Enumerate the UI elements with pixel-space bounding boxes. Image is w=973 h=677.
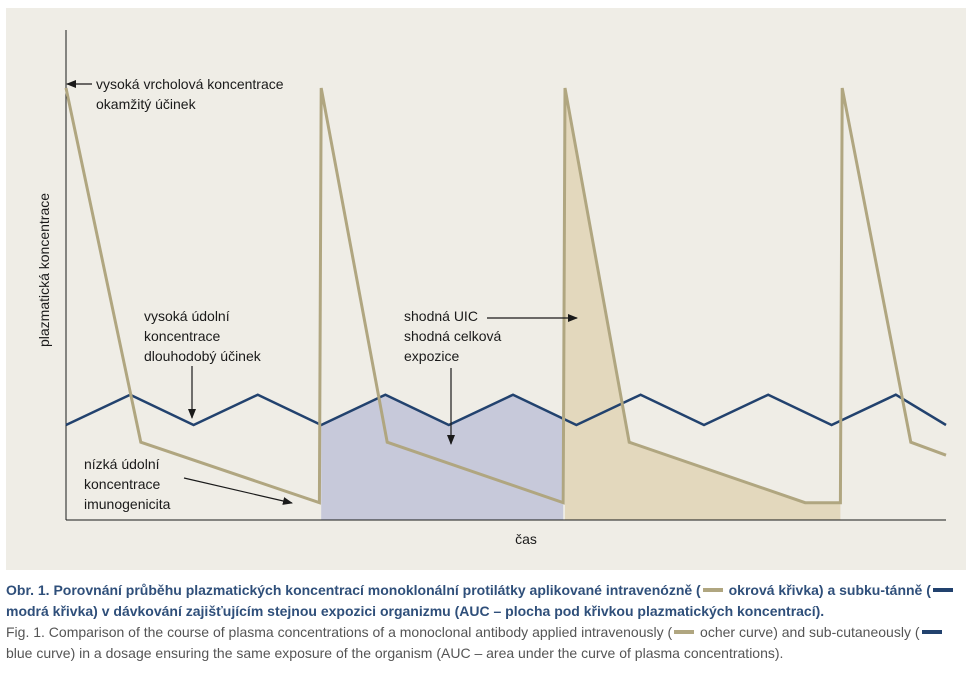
x-axis-label: čas xyxy=(515,531,537,547)
annotation-equal-line-1: shodná UIC xyxy=(404,308,478,324)
y-axis-label: plazmatická koncentrace xyxy=(36,193,52,347)
blue-curve-swatch xyxy=(921,630,942,635)
caption-cz-text-1: Obr. 1. Porovnání průběhu plazmatických … xyxy=(6,582,701,598)
auc-area-2 xyxy=(564,88,841,520)
annotation-arrows xyxy=(66,80,578,505)
annotation-trough-high-line-3: dlouhodobý účinek xyxy=(144,348,262,364)
ocher-curve-swatch xyxy=(702,588,723,593)
auc-area-1 xyxy=(321,394,564,520)
caption-cz-text-3: modrá křivka) v dávkování zajišťujícím s… xyxy=(6,603,825,619)
blue-curve-line xyxy=(65,393,947,427)
caption-czech: Obr. 1. Porovnání průběhu plazmatických … xyxy=(6,580,968,622)
ocher-curve-line xyxy=(64,87,947,505)
annotation-equal-line-2: shodná celková xyxy=(404,328,502,344)
series-lines xyxy=(64,87,947,505)
annotation-equal-line-3: expozice xyxy=(404,348,459,364)
annotation-trough-low-line-1: nízká údolní xyxy=(84,456,160,472)
caption-en-text-3: blue curve) in a dosage ensuring the sam… xyxy=(6,645,784,661)
annotation-trough-high-line-1: vysoká údolní xyxy=(144,308,230,324)
caption-en-text-2: ocher curve) and sub-cutaneously ( xyxy=(696,624,920,640)
caption-en-text-1: Fig. 1. Comparison of the course of plas… xyxy=(6,624,673,640)
chart: vysoká vrcholová koncentrace okamžitý úči… xyxy=(36,30,947,547)
trough-low-arrow xyxy=(183,477,293,505)
shaded-areas xyxy=(321,88,841,520)
caption-cz-text-2: okrová křivka) a subku-tánně ( xyxy=(724,582,931,598)
annotation-trough-low-line-2: koncentrace xyxy=(84,476,160,492)
annotation-peak-line-1: vysoká vrcholová koncentrace xyxy=(96,76,284,92)
annotation-trough-low-line-3: imunogenicita xyxy=(84,496,171,512)
caption-english: Fig. 1. Comparison of the course of plas… xyxy=(6,622,968,664)
annotation-peak-line-2: okamžitý účinek xyxy=(96,96,197,112)
axes xyxy=(65,30,946,521)
annotation-labels: vysoká vrcholová koncentrace okamžitý úči… xyxy=(84,76,502,512)
figure-panel: vysoká vrcholová koncentrace okamžitý úči… xyxy=(6,8,966,570)
blue-curve-swatch xyxy=(932,588,953,593)
figure-caption: Obr. 1. Porovnání průběhu plazmatických … xyxy=(6,580,968,664)
ocher-curve-swatch xyxy=(674,630,695,635)
annotation-trough-high-line-2: koncentrace xyxy=(144,328,220,344)
